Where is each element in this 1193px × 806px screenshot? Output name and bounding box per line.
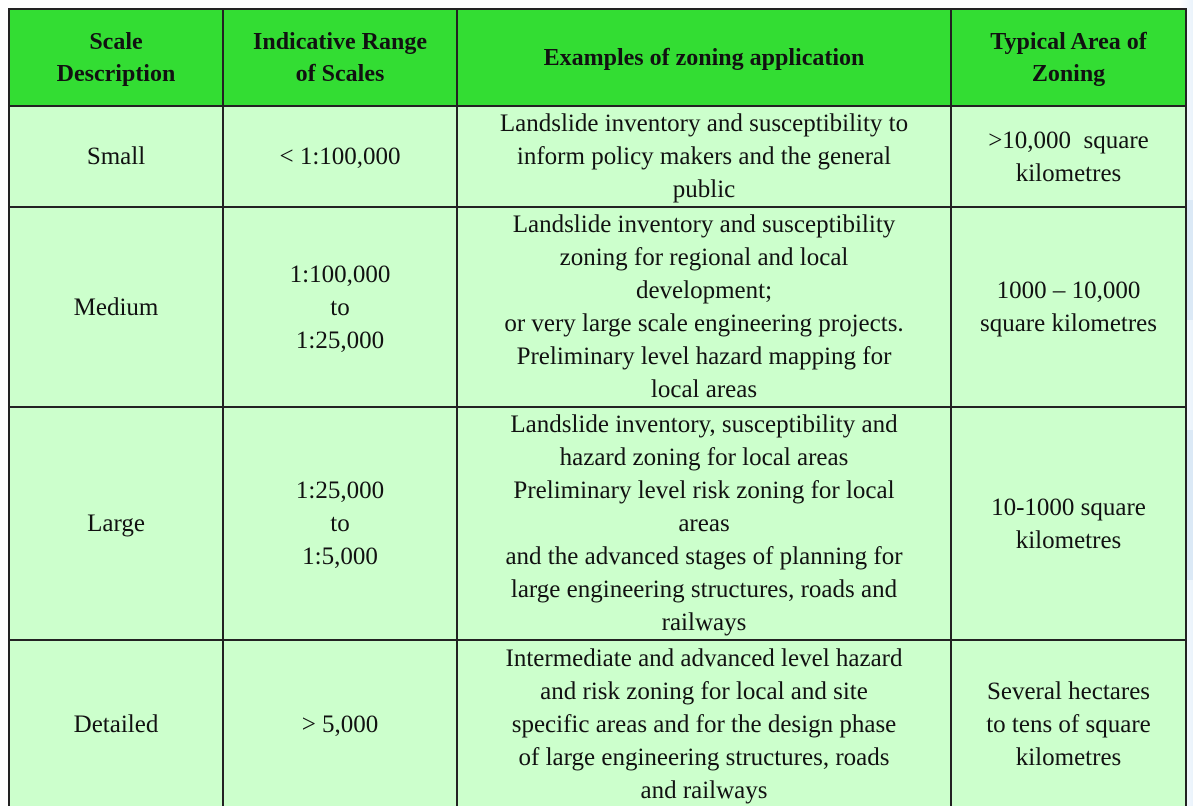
cell-range: < 1:100,000 [222, 105, 458, 208]
header-text-line: Indicative Range [253, 28, 427, 55]
header-typical-area: Typical Area of Zoning [950, 8, 1187, 107]
examples-text-line: zoning for regional and local [559, 244, 849, 271]
area-text-line: 1000 – 10,000 [996, 277, 1141, 304]
cell-area: 1000 – 10,000 square kilometres [950, 206, 1187, 408]
cell-scale: Medium [8, 206, 224, 408]
side-strip [1183, 200, 1193, 320]
landslide-zoning-scale-table: Scale Description Indicative Range of Sc… [8, 8, 1187, 806]
examples-text-line: or very large scale engineering projects… [504, 310, 904, 337]
examples-text-line: public [672, 176, 736, 203]
examples-text-line: specific areas and for the design phase [511, 710, 897, 738]
cell-area: 10-1000 square kilometres [950, 406, 1187, 641]
range-text-line: > 5,000 [301, 710, 379, 738]
examples-text-line: hazard zoning for local areas [559, 444, 849, 471]
cell-range: 1:25,000 to 1:5,000 [222, 406, 458, 641]
cell-range: > 5,000 [222, 639, 458, 806]
examples-text-line: of large engineering structures, roads [518, 743, 890, 771]
header-indicative-range: Indicative Range of Scales [222, 8, 458, 107]
header-text-line: Scale [89, 28, 143, 55]
area-text-line: >10,000 square [988, 126, 1149, 154]
examples-text-line: railways [661, 609, 747, 636]
cell-range: 1:100,000 to 1:25,000 [222, 206, 458, 408]
table-row-detailed: Detailed > 5,000 Intermediate and advanc… [8, 639, 1187, 806]
cell-examples: Landslide inventory and susceptibility t… [456, 105, 952, 208]
area-text-line: kilometres [1015, 526, 1122, 554]
examples-text-line: areas [678, 510, 730, 537]
table-row-medium: Medium 1:100,000 to 1:25,000 Landslide i… [8, 206, 1187, 408]
header-text-line: Description [56, 60, 176, 87]
cell-scale: Detailed [8, 639, 224, 806]
examples-text-line: Landslide inventory, susceptibility and [510, 411, 898, 438]
cell-scale: Large [8, 406, 224, 641]
cell-area: >10,000 square kilometres [950, 105, 1187, 208]
area-text-line: 10-1000 square [991, 493, 1146, 521]
examples-text-line: development; [635, 277, 773, 304]
cell-examples: Landslide inventory and susceptibility z… [456, 206, 952, 408]
table-row-small: Small < 1:100,000 Landslide inventory an… [8, 105, 1187, 208]
area-text-line: square kilometres [979, 310, 1158, 337]
cell-scale: Small [8, 105, 224, 208]
examples-text-line: Preliminary level risk zoning for local [513, 477, 895, 504]
examples-text-line: and the advanced stages of planning for [505, 543, 903, 570]
range-text-line: 1:100,000 [289, 260, 391, 288]
examples-text-line: Preliminary level hazard mapping for [516, 343, 892, 370]
scale-text: Detailed [73, 710, 159, 738]
area-text-line: Several hectares [986, 677, 1151, 705]
header-row: Scale Description Indicative Range of Sc… [8, 8, 1187, 107]
header-text-line: Typical Area of [990, 28, 1147, 55]
range-text-line: 1:25,000 [295, 326, 385, 354]
range-text-line: to [330, 510, 350, 537]
range-text-line: 1:25,000 [295, 477, 385, 504]
examples-text-line: and railways [640, 776, 768, 804]
examples-text-line: Intermediate and advanced level hazard [505, 644, 903, 672]
header-text-line: Examples of zoning application [543, 44, 865, 71]
area-text-line: to tens of square [986, 710, 1151, 738]
examples-text-line: inform policy makers and the general [516, 143, 892, 170]
table-row-large: Large 1:25,000 to 1:5,000 Landslide inve… [8, 406, 1187, 641]
side-strip [1183, 430, 1193, 580]
header-examples: Examples of zoning application [456, 8, 952, 107]
cell-examples: Intermediate and advanced level hazard a… [456, 639, 952, 806]
header-text-line: Zoning [1031, 60, 1106, 87]
header-scale-description: Scale Description [8, 8, 224, 107]
scale-text: Medium [73, 293, 159, 321]
examples-text-line: local areas [650, 376, 758, 403]
cell-area: Several hectares to tens of square kilom… [950, 639, 1187, 806]
cell-examples: Landslide inventory, susceptibility and … [456, 406, 952, 641]
examples-text-line: and risk zoning for local and site [540, 677, 868, 705]
range-text-line: 1:5,000 [302, 543, 378, 570]
scale-text: Large [87, 510, 145, 537]
range-text-line: to [330, 293, 350, 321]
range-text-line: < 1:100,000 [279, 143, 401, 170]
scale-text: Small [86, 143, 146, 170]
area-text-line: kilometres [1015, 743, 1122, 771]
examples-text-line: Landslide inventory and susceptibility t… [499, 110, 909, 137]
examples-text-line: Landslide inventory and susceptibility [512, 211, 896, 238]
examples-text-line: large engineering structures, roads and [510, 576, 898, 603]
header-text-line: of Scales [295, 60, 385, 87]
area-text-line: kilometres [1015, 159, 1122, 187]
